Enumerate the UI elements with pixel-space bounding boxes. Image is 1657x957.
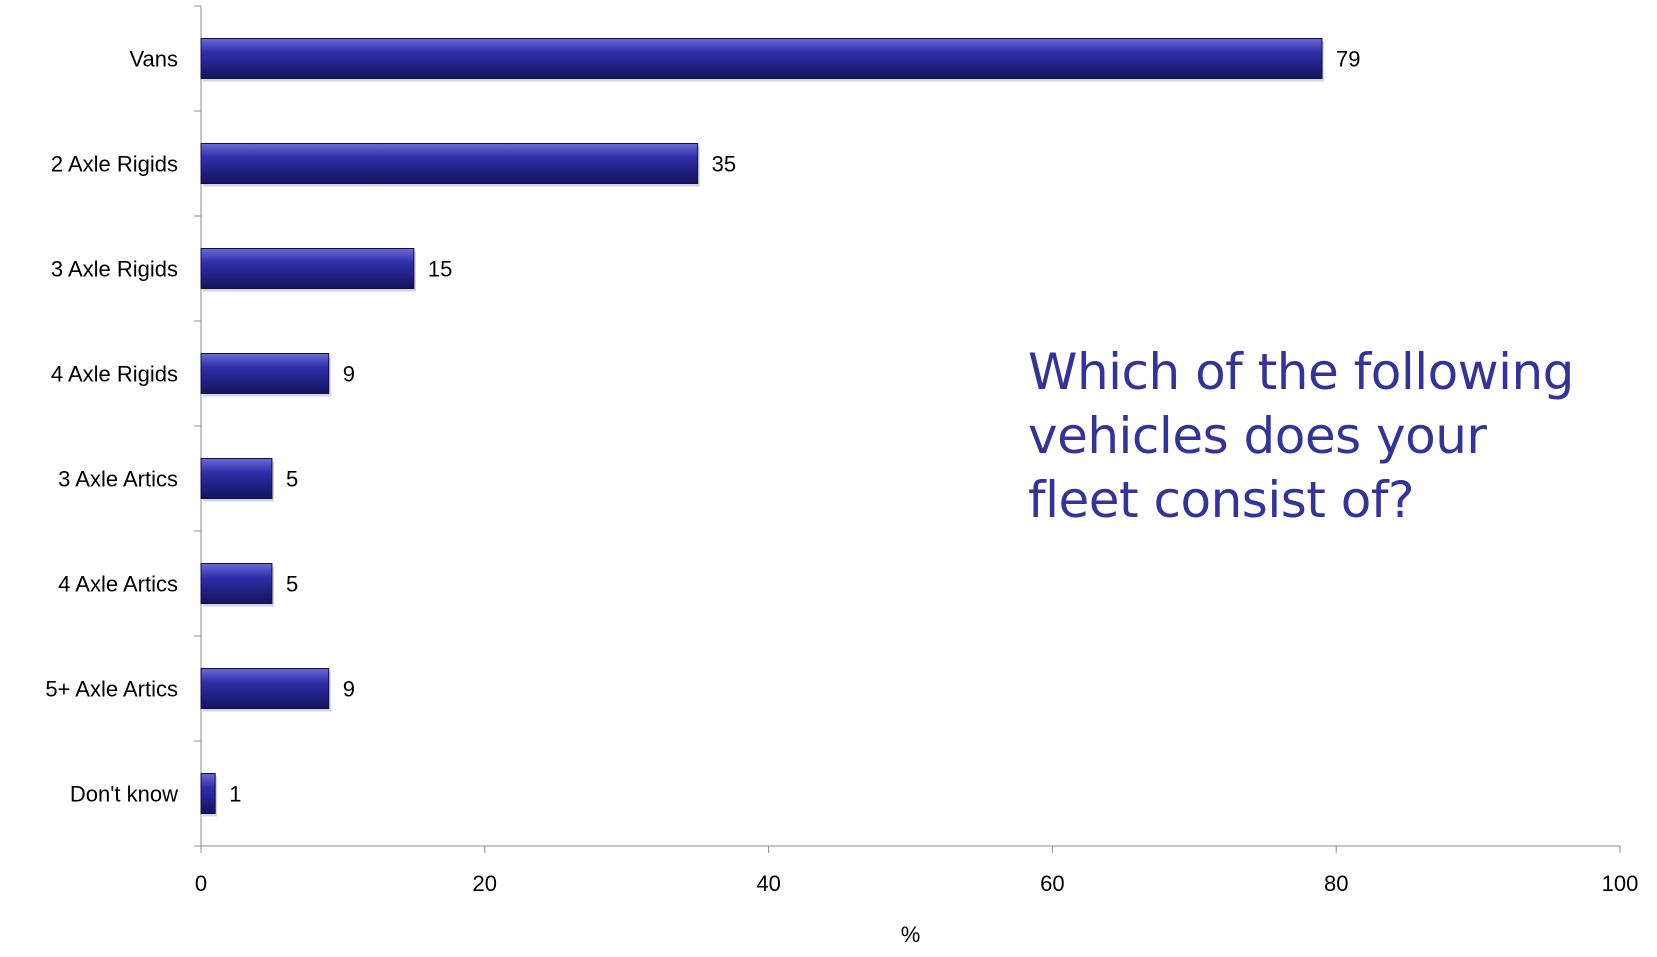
bar [200, 563, 273, 604]
bars-group [200, 38, 1325, 817]
category-label: 2 Axle Rigids [51, 152, 178, 177]
data-label: 35 [712, 152, 736, 177]
data-label: 1 [229, 782, 241, 807]
bar [200, 143, 699, 184]
bar [200, 458, 273, 499]
x-tick-label: 0 [195, 871, 207, 896]
data-label: 79 [1336, 47, 1360, 72]
x-tick-label: 80 [1324, 871, 1348, 896]
category-label: 3 Axle Artics [58, 467, 178, 492]
bar [200, 773, 216, 814]
question-annotation: Which of the following vehicles does you… [1028, 340, 1628, 532]
data-label: 5 [286, 467, 298, 492]
category-label: Vans [129, 47, 178, 72]
x-tick-label: 40 [756, 871, 780, 896]
data-label: 5 [286, 572, 298, 597]
data-label: 9 [343, 362, 355, 387]
bar [200, 38, 1323, 79]
category-label: 4 Axle Rigids [51, 362, 178, 387]
data-label: 15 [428, 257, 452, 282]
question-line-2: vehicles does your [1028, 407, 1487, 465]
question-line-1: Which of the following [1028, 343, 1574, 401]
question-line-3: fleet consist of? [1028, 471, 1415, 529]
x-tick-label: 100 [1602, 871, 1639, 896]
x-tick-label: 60 [1040, 871, 1064, 896]
category-label: 4 Axle Artics [58, 572, 178, 597]
labels-group: 0 20 40 60 80 100 Vans 79 2 Axle Rigids 35 3 Axle … [45, 47, 1638, 897]
category-label: 3 Axle Rigids [51, 257, 178, 282]
data-label: 9 [343, 677, 355, 702]
bar [200, 248, 415, 289]
bar [200, 353, 330, 394]
x-tick-label: 20 [473, 871, 497, 896]
bar [200, 668, 330, 709]
x-axis-title: % [901, 922, 921, 947]
category-label: Don't know [70, 782, 178, 807]
category-label: 5+ Axle Artics [45, 677, 178, 702]
